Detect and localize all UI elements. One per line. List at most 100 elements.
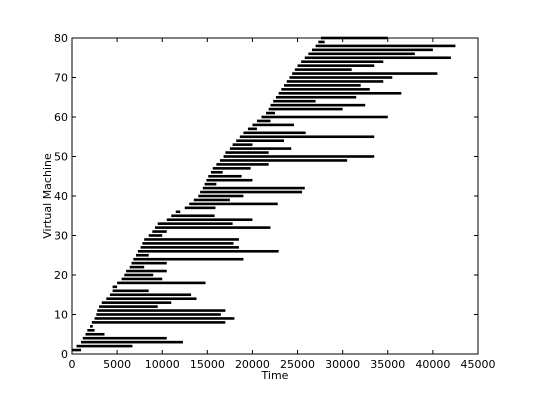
x-axis-label: Time <box>261 369 289 382</box>
vm-bar <box>198 194 244 198</box>
vm-bar <box>318 40 325 44</box>
vm-bar <box>294 68 352 71</box>
vm-bar <box>236 139 285 142</box>
x-tick-label: 0 <box>69 358 76 371</box>
vm-bar <box>315 44 456 48</box>
vm-bar <box>311 48 433 52</box>
vm-bar <box>148 234 163 237</box>
vm-bar <box>175 210 181 214</box>
vm-bar <box>229 147 292 150</box>
vm-bar <box>292 72 438 75</box>
y-tick-label: 50 <box>54 151 68 164</box>
vm-bar <box>273 99 316 103</box>
vm-bar <box>129 265 145 269</box>
vm-bar <box>97 309 226 312</box>
vm-bar <box>232 143 253 146</box>
vm-bar <box>72 348 82 352</box>
vm-bar <box>144 238 239 241</box>
vm-bar <box>304 56 451 60</box>
vm-bar <box>184 206 216 210</box>
x-tick-label: 5000 <box>103 358 131 371</box>
vm-bar <box>308 52 415 56</box>
ticks-group: 0 5000 10000 15000 20000 25000 30000 35000 40000… <box>54 32 496 371</box>
y-tick-label: 70 <box>54 72 68 85</box>
vm-bar <box>155 226 271 229</box>
vm-bar <box>278 92 402 95</box>
vm-bar <box>96 313 221 316</box>
vm-bar <box>140 246 239 249</box>
vm-bar <box>189 202 278 206</box>
vm-bar <box>112 289 149 293</box>
vm-bar <box>117 281 206 285</box>
vm-bar <box>297 64 375 67</box>
vm-bar <box>152 230 167 233</box>
vm-bar <box>91 321 226 324</box>
vm-bar <box>225 151 269 154</box>
vm-bar <box>121 277 163 281</box>
y-tick-label: 80 <box>54 32 68 45</box>
vm-bar <box>281 88 370 91</box>
vm-bar <box>210 171 223 174</box>
x-tick-label: 15000 <box>190 358 225 371</box>
vm-bar <box>81 340 183 344</box>
vm-bar <box>301 60 384 63</box>
vm-bar <box>82 336 167 340</box>
y-tick-label: 0 <box>61 348 68 361</box>
vm-bar <box>284 84 361 87</box>
vm-bar <box>106 297 197 300</box>
vm-bar <box>124 273 154 277</box>
vm-bar <box>252 123 294 127</box>
vm-bar <box>219 159 348 162</box>
x-tick-label: 45000 <box>461 358 496 371</box>
vm-bar <box>216 163 269 166</box>
vm-bar <box>204 182 217 186</box>
vm-bar <box>90 325 93 328</box>
y-tick-label: 10 <box>54 309 68 322</box>
vm-bar <box>202 186 305 190</box>
y-tick-label: 60 <box>54 111 68 124</box>
x-tick-label: 40000 <box>415 358 450 371</box>
y-tick-label: 40 <box>54 190 68 203</box>
vm-bar <box>270 103 366 107</box>
x-tick-label: 20000 <box>235 358 270 371</box>
y-tick-label: 30 <box>54 230 68 243</box>
y-axis-label: Virtual Machine <box>41 153 54 239</box>
vm-bar <box>265 111 275 115</box>
vm-bar <box>239 135 375 139</box>
vm-bar <box>200 190 303 194</box>
vm-bar <box>133 257 244 261</box>
x-tick-label: 10000 <box>145 358 180 371</box>
vm-bar <box>275 95 357 99</box>
vm-bar <box>85 332 105 336</box>
vm-bar <box>261 115 388 119</box>
vm-bar <box>286 80 384 83</box>
x-tick-label: 25000 <box>280 358 315 371</box>
vm-bar <box>94 317 235 320</box>
vm-bar <box>289 76 393 79</box>
vm-bar <box>193 198 230 202</box>
x-tick-label: 30000 <box>325 358 360 371</box>
vm-bar <box>256 119 271 123</box>
vm-bar <box>142 242 234 245</box>
vm-bar <box>112 285 118 289</box>
y-tick-label: 20 <box>54 269 68 282</box>
bars-group <box>72 36 456 352</box>
vm-bar <box>101 301 172 304</box>
vm-bar <box>166 218 253 221</box>
vm-bar <box>136 253 149 257</box>
vm-bar <box>126 269 167 273</box>
vm-bar <box>157 222 233 225</box>
vm-bar <box>247 127 257 131</box>
vm-bar <box>131 261 167 265</box>
vm-bar <box>87 329 95 332</box>
vm-bar <box>212 167 251 170</box>
vm-bar <box>76 344 133 348</box>
vm-bar <box>171 214 215 218</box>
x-tick-label: 35000 <box>370 358 405 371</box>
vm-bar <box>206 178 253 182</box>
vm-bar <box>137 250 279 253</box>
vm-bar <box>99 305 158 308</box>
vm-bar <box>223 155 375 158</box>
